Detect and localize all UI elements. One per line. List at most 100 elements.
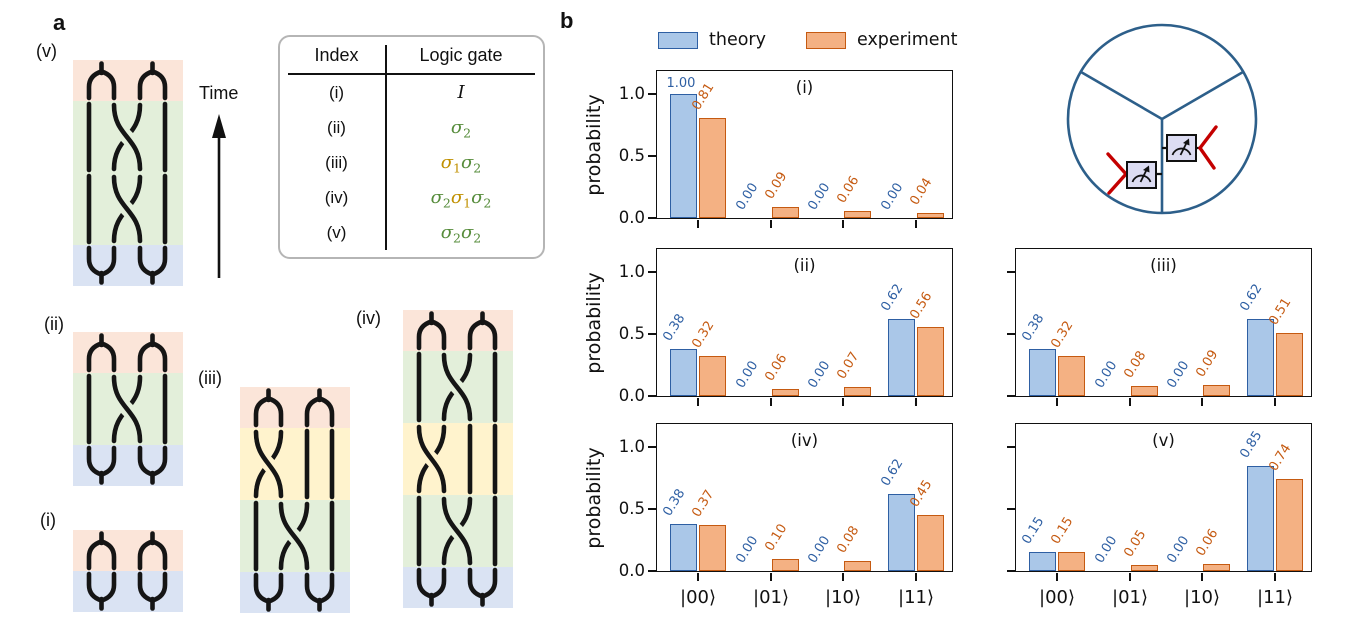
x-tick [770,397,773,406]
x-tick-label: |10⟩ [1184,587,1220,608]
bar-value-label: 0.00 [732,358,761,391]
bar-experiment [1203,384,1230,396]
logic-gate-table: Index Logic gate (i) I (ii) σ2 (iii) σ1σ2 (iv) σ2… [278,35,545,259]
bar-value-label: 0.06 [1192,526,1221,559]
bar-theory [1247,465,1274,571]
bar-experiment [1058,552,1085,571]
y-tick [1006,445,1015,448]
x-tick [842,219,845,228]
gate-token: σ2 [461,152,482,176]
bar-value-label: 0.00 [732,533,761,566]
y-tick-label: 1.0 [618,437,645,456]
bar-theory [670,348,697,396]
bar-theory [1029,552,1056,571]
chart-title: (ii) [793,256,816,275]
braid-label-iv: (iv) [356,308,381,328]
y-tick-label: 0.5 [618,146,645,165]
table-cell-gate: σ2σ1σ2 [385,180,535,215]
y-tick-label: 0.5 [618,499,645,518]
chart-iv: (iv) 0.0 0.5 1.0 |00⟩ |01⟩ |10⟩ |11⟩ 0.38 0.00 0.0… [619,423,953,608]
x-tick-label: |11⟩ [898,587,934,608]
table-cell-index: (ii) [327,118,346,137]
gate-token: σ2 [450,117,472,141]
chart-title: (i) [795,78,814,97]
gate-token: σ2 [440,222,461,246]
x-tick-label: |00⟩ [680,587,716,608]
y-tick [647,445,656,448]
bar-theory [888,319,915,396]
bar-experiment [699,525,726,571]
chart-v: (v) |00⟩ |01⟩ |10⟩ |11⟩ 0.15 0.00 0.00 0.85 0.15 0… [1006,423,1312,608]
bar-value-label: 0.00 [732,180,761,213]
x-tick-label: |00⟩ [1039,587,1075,608]
chart-title: (v) [1152,431,1175,450]
x-tick [1129,572,1132,581]
x-tick-label: |01⟩ [1112,587,1148,608]
bar-experiment [917,326,944,396]
x-tick [697,219,700,228]
gauge-icon [1166,134,1197,162]
x-tick [915,397,918,406]
y-tick [647,569,656,572]
bar-value-label: 0.06 [761,351,790,384]
bar-value-label: 0.09 [1192,347,1221,380]
table-header-logic-gate: Logic gate [385,45,535,75]
braid-diagram-v [73,60,183,286]
y-tick [1006,507,1015,510]
bar-value-label: 0.38 [659,311,688,344]
time-arrow-label: Time [199,83,239,103]
panel-b-label: b [560,8,574,33]
y-tick [647,154,656,157]
y-tick-label: 1.0 [618,262,645,281]
braid-diagram-ii [73,332,183,486]
bar-experiment [1276,479,1303,571]
y-tick [647,216,656,219]
bar-value-label: 0.00 [877,180,906,213]
bar-value-label: 0.08 [1120,348,1149,382]
chart-title: (iv) [790,431,819,450]
bar-experiment [1203,563,1230,571]
x-tick [770,572,773,581]
bar-value-label: 0.00 [804,358,833,391]
y-tick-label: 0.0 [618,208,645,227]
braid-diagram-i [73,530,183,612]
table-cell-gate: I [385,75,535,110]
table-cell-index: (iv) [324,188,349,207]
bar-experiment [1058,356,1085,396]
legend-swatch-theory [658,31,698,49]
table-cell-gate: σ2 [385,110,535,145]
y-tick [1006,569,1015,572]
bar-value-label: 0.56 [906,289,935,322]
time-arrow [212,114,226,278]
x-tick [1129,397,1132,406]
bar-experiment [772,388,799,396]
bar-experiment [699,356,726,396]
bar-experiment [917,515,944,571]
y-tick [647,394,656,397]
x-tick [1274,397,1277,406]
x-tick [697,572,700,581]
y-tick [647,92,656,95]
x-tick [915,572,918,581]
bar-experiment [844,387,871,396]
bar-value-label: 0.32 [1047,318,1076,352]
braid-diagram-iii [240,387,350,613]
y-tick-label: 1.0 [618,84,645,103]
bar-experiment [844,561,871,571]
bar-experiment [1131,386,1158,396]
table-cell-gate: σ1σ2 [385,145,535,180]
bar-value-label: 0.07 [833,349,862,383]
x-tick [1201,397,1204,406]
bar-value-label: 0.38 [1018,311,1047,344]
bar-value-label: 0.15 [1018,514,1047,548]
x-tick [1056,572,1059,581]
legend-label-experiment: experiment [856,30,958,50]
chart-ii: (ii) 0.0 0.5 1.0 0.38 0.00 0.00 0.62 0.32 0.06 0.0… [619,248,953,406]
x-tick [842,572,845,581]
y-tick-label: 0.0 [618,386,645,405]
x-tick [842,397,845,406]
bar-theory [1247,319,1274,396]
gate-token: σ2 [461,222,482,246]
braid-label-ii: (ii) [44,314,64,334]
